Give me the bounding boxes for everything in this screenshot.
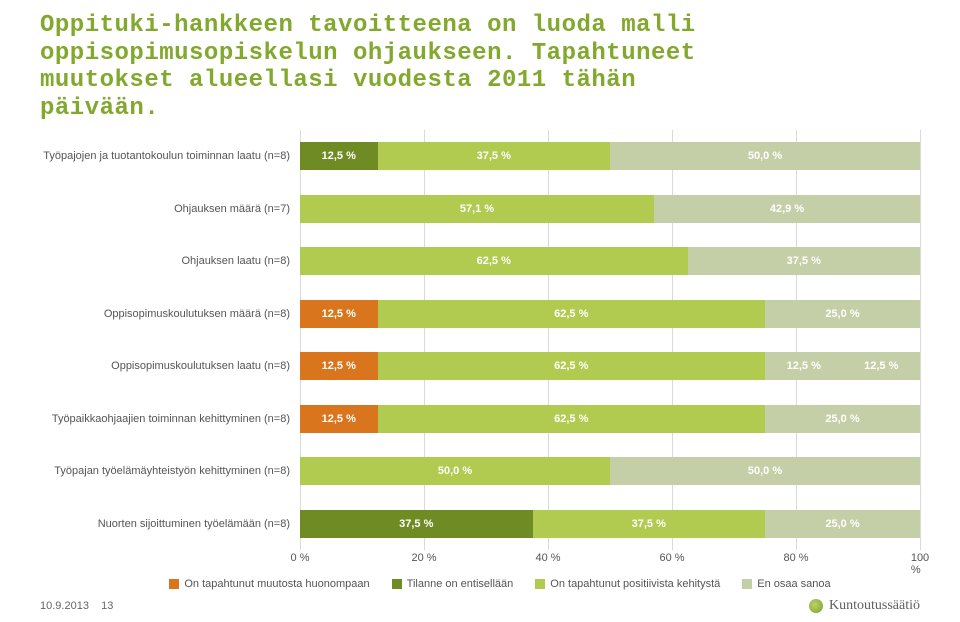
bar-segment: 25,0 % (765, 510, 920, 538)
title-line: päivään. (40, 95, 920, 123)
footer-date: 10.9.2013 (40, 600, 89, 612)
title-line: oppisopimusopiskelun ohjaukseen. Tapahtu… (40, 40, 920, 68)
bar: 12,5 %62,5 %12,5 %12,5 % (300, 352, 920, 380)
grid-line (672, 130, 673, 550)
slide-title: Oppituki-hankkeen tavoitteena on luoda m… (0, 0, 960, 128)
title-line: Oppituki-hankkeen tavoitteena on luoda m… (40, 12, 920, 40)
bar-segment: 12,5 % (300, 142, 378, 170)
row-label: Oppisopimuskoulutuksen laatu (n=8) (40, 352, 298, 380)
bar-segment: 42,9 % (654, 195, 920, 223)
bar-segment: 50,0 % (610, 457, 920, 485)
chart-row: Ohjauksen määrä (n=7)57,1 %42,9 % (300, 195, 920, 223)
legend-label: On tapahtunut muutosta huonompaan (184, 578, 369, 590)
row-label: Ohjauksen laatu (n=8) (40, 247, 298, 275)
grid-line (424, 130, 425, 550)
logo-text: Kuntoutussäätiö (829, 598, 920, 614)
bar-segment: 37,5 % (378, 142, 611, 170)
bar-segment: 62,5 % (300, 247, 688, 275)
x-tick: 100 % (911, 552, 929, 576)
row-label: Nuorten sijoittuminen työelämään (n=8) (40, 510, 298, 538)
bar-segment: 12,5 % (300, 300, 378, 328)
logo-icon (809, 599, 823, 613)
legend-swatch (742, 579, 752, 589)
legend-label: En osaa sanoa (757, 578, 830, 590)
legend-swatch (535, 579, 545, 589)
legend-swatch (169, 579, 179, 589)
legend-item: En osaa sanoa (742, 578, 830, 590)
bar: 12,5 %62,5 %25,0 % (300, 300, 920, 328)
bar-segment: 37,5 % (533, 510, 766, 538)
bar-segment: 12,5 % (300, 352, 378, 380)
row-label: Ohjauksen määrä (n=7) (40, 195, 298, 223)
bar-segment: 12,5 % (765, 352, 843, 380)
x-axis: 0 %20 %40 %60 %80 %100 % (300, 552, 920, 570)
footer-logo: Kuntoutussäätiö (809, 598, 920, 614)
row-label: Työpajan työelämäyhteistyön kehittyminen… (40, 457, 298, 485)
legend-label: Tilanne on entisellään (407, 578, 514, 590)
bar: 62,5 %37,5 % (300, 247, 920, 275)
x-tick: 60 % (659, 552, 684, 564)
legend-swatch (392, 579, 402, 589)
bar-segment: 62,5 % (378, 352, 766, 380)
footer-page: 13 (101, 600, 113, 612)
chart-row: Työpajan työelämäyhteistyön kehittyminen… (300, 457, 920, 485)
bar: 50,0 %50,0 % (300, 457, 920, 485)
chart-area: Työpajojen ja tuotantokoulun toiminnan l… (40, 130, 920, 552)
bar-segment: 50,0 % (300, 457, 610, 485)
bar-segment: 62,5 % (378, 300, 766, 328)
plot-zone: Työpajojen ja tuotantokoulun toiminnan l… (300, 130, 920, 550)
bar-segment: 62,5 % (378, 405, 766, 433)
footer-left: 10.9.2013 13 (40, 600, 113, 612)
row-label: Työpaikkaohjaajien toiminnan kehittymine… (40, 405, 298, 433)
legend-item: On tapahtunut positiivista kehitystä (535, 578, 720, 590)
chart-row: Työpaikkaohjaajien toiminnan kehittymine… (300, 405, 920, 433)
row-label: Työpajojen ja tuotantokoulun toiminnan l… (40, 142, 298, 170)
footer: 10.9.2013 13 Kuntoutussäätiö (0, 594, 960, 618)
slide: Oppituki-hankkeen tavoitteena on luoda m… (0, 0, 960, 622)
bar-segment: 37,5 % (688, 247, 921, 275)
chart-row: Oppisopimuskoulutuksen määrä (n=8)12,5 %… (300, 300, 920, 328)
bar-segment: 25,0 % (765, 405, 920, 433)
x-tick: 0 % (291, 552, 310, 564)
x-tick: 80 % (783, 552, 808, 564)
title-line: muutokset alueellasi vuodesta 2011 tähän (40, 67, 920, 95)
chart-row: Nuorten sijoittuminen työelämään (n=8)37… (300, 510, 920, 538)
grid-line (548, 130, 549, 550)
bar: 12,5 %37,5 %50,0 % (300, 142, 920, 170)
bar-segment: 50,0 % (610, 142, 920, 170)
chart-row: Työpajojen ja tuotantokoulun toiminnan l… (300, 142, 920, 170)
legend-label: On tapahtunut positiivista kehitystä (550, 578, 720, 590)
grid-line (920, 130, 921, 550)
grid-line (300, 130, 301, 550)
row-label: Oppisopimuskoulutuksen määrä (n=8) (40, 300, 298, 328)
bar-segment: 12,5 % (843, 352, 921, 380)
legend-item: Tilanne on entisellään (392, 578, 514, 590)
x-tick: 40 % (535, 552, 560, 564)
bar-segment: 25,0 % (765, 300, 920, 328)
chart-row: Oppisopimuskoulutuksen laatu (n=8)12,5 %… (300, 352, 920, 380)
bar-segment: 37,5 % (300, 510, 533, 538)
legend: On tapahtunut muutosta huonompaan Tilanne… (80, 578, 920, 590)
legend-item: On tapahtunut muutosta huonompaan (169, 578, 369, 590)
bar: 37,5 %37,5 %25,0 % (300, 510, 920, 538)
bar: 12,5 %62,5 %25,0 % (300, 405, 920, 433)
chart-row: Ohjauksen laatu (n=8)62,5 %37,5 % (300, 247, 920, 275)
bar-segment: 12,5 % (300, 405, 378, 433)
bar: 57,1 %42,9 % (300, 195, 920, 223)
bar-segment: 57,1 % (300, 195, 654, 223)
grid-line (796, 130, 797, 550)
x-tick: 20 % (411, 552, 436, 564)
